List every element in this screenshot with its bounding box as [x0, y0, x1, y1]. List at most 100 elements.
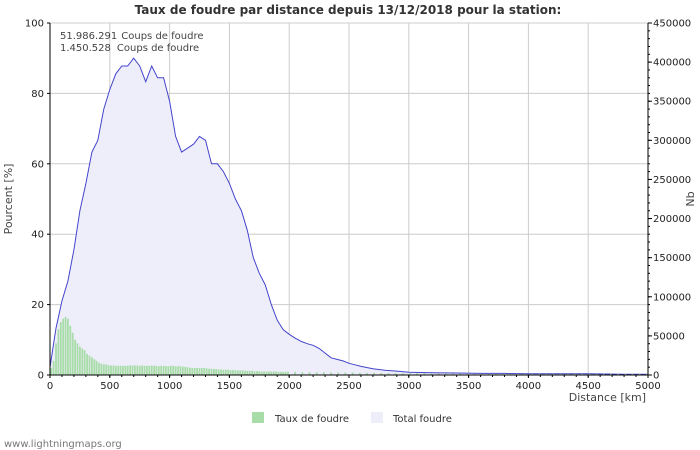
taux-bar	[95, 360, 98, 375]
taux-bar	[516, 373, 519, 375]
taux-bar	[509, 373, 512, 375]
taux-bar	[141, 365, 143, 375]
taux-bar	[107, 365, 110, 375]
taux-bar	[162, 365, 165, 375]
info-line-2-label: Coups de foudre	[117, 43, 199, 54]
taux-bar	[380, 372, 383, 375]
x-tick-label: 0	[47, 381, 53, 392]
y-right-tick-label: 300000	[653, 136, 691, 147]
taux-bar	[91, 357, 93, 375]
taux-bar	[69, 325, 72, 375]
taux-bar	[93, 359, 96, 375]
taux-bar	[567, 373, 569, 375]
taux-bar	[275, 371, 277, 375]
taux-bar	[229, 370, 232, 375]
axes: 0 500 1000 1500 2000 2500 3000 3500 4000 4500 5000…	[25, 19, 691, 393]
taux-bar	[50, 368, 53, 375]
taux-bar	[373, 372, 375, 375]
taux-bar	[610, 373, 612, 375]
taux-bar	[179, 366, 182, 375]
taux-bar	[344, 372, 347, 375]
taux-bar	[117, 365, 120, 375]
taux-bar	[401, 373, 404, 375]
taux-bar	[136, 365, 139, 375]
taux-bar	[88, 355, 91, 375]
taux-bar	[308, 372, 311, 375]
taux-bar	[167, 366, 170, 375]
taux-bar	[76, 343, 79, 375]
taux-bar	[146, 365, 148, 375]
taux-bar	[59, 322, 62, 375]
info-line-1-label: Coups de foudre	[121, 31, 203, 42]
taux-bar	[253, 371, 256, 375]
taux-bar	[102, 364, 105, 375]
taux-bar	[480, 373, 483, 375]
x-tick-label: 500	[100, 381, 119, 392]
taux-bar	[112, 365, 115, 375]
taux-bar	[294, 371, 297, 375]
taux-bar	[523, 373, 526, 375]
taux-bar	[265, 371, 268, 375]
taux-bar	[64, 316, 67, 375]
taux-bar	[559, 373, 562, 375]
x-tick-label: 3500	[456, 381, 481, 392]
taux-bar	[394, 373, 397, 375]
x-tick-label: 2500	[336, 381, 361, 392]
taux-bar	[251, 370, 253, 375]
taux-bar	[588, 373, 591, 375]
info-line-1-value: 51.986.291	[60, 31, 117, 42]
taux-bar	[315, 372, 318, 375]
taux-bar	[538, 373, 541, 375]
y-right-axis-label: Nb	[684, 191, 697, 206]
taux-bar	[105, 364, 108, 375]
info-line-2-value: 1.450.528	[60, 43, 111, 54]
taux-bar	[234, 370, 237, 375]
y-left-tick-label: 20	[31, 300, 44, 311]
legend-swatch-total	[371, 412, 383, 423]
y-left-tick-label: 40	[31, 230, 44, 241]
taux-bar	[160, 365, 163, 375]
taux-bar	[55, 343, 57, 375]
taux-bar	[186, 367, 189, 375]
taux-bar	[81, 348, 84, 375]
taux-bar	[198, 368, 201, 375]
taux-bar	[631, 373, 634, 375]
taux-bar	[366, 372, 368, 375]
taux-bar	[602, 373, 605, 375]
taux-bar	[277, 371, 280, 375]
y-left-axis-label: Pourcent [%]	[2, 164, 15, 235]
taux-bar	[210, 368, 213, 375]
y-right-tick-label: 350000	[653, 97, 691, 108]
taux-bar	[258, 371, 261, 375]
taux-bar	[86, 353, 88, 375]
taux-bar	[134, 365, 136, 375]
taux-bar	[215, 369, 218, 375]
taux-bar	[581, 373, 584, 375]
y-right-tick-label: 200000	[653, 214, 691, 225]
legend-label-taux: Taux de foudre	[274, 414, 349, 425]
taux-bar	[143, 365, 146, 375]
taux-bar	[126, 365, 129, 375]
info-box: 51.986.291 Coups de foudre 1.450.528 Coups…	[60, 31, 204, 54]
info-line-2: 1.450.528 Coups de foudre	[60, 43, 199, 54]
total-foudre-line	[49, 57, 648, 375]
taux-bar	[208, 368, 210, 375]
taux-bar	[445, 373, 447, 375]
taux-bar	[287, 371, 289, 375]
y-left-tick-label: 80	[31, 89, 44, 100]
taux-bar	[119, 365, 122, 375]
taux-bar	[337, 372, 340, 375]
taux-bar	[129, 365, 131, 375]
taux-bar	[153, 365, 155, 375]
taux-bar	[239, 370, 242, 375]
taux-bar	[256, 371, 258, 375]
taux-bar	[423, 373, 426, 375]
legend: Taux de foudre Total foudre	[252, 412, 452, 425]
taux-bar	[217, 369, 220, 375]
taux-bar	[196, 368, 198, 375]
taux-bar	[301, 372, 304, 375]
taux-bar	[437, 373, 440, 375]
taux-bar	[157, 366, 160, 375]
taux-bar	[177, 366, 179, 375]
taux-bar	[416, 373, 419, 375]
